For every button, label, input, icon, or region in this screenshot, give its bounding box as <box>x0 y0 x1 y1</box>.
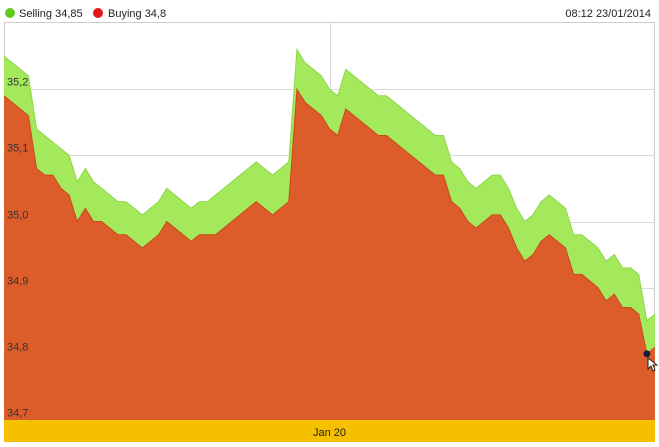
x-axis-band <box>4 420 655 442</box>
y-tick-label: 34,9 <box>7 276 28 288</box>
point-markers <box>643 350 651 358</box>
legend-item-selling[interactable]: Selling 34,85 <box>5 8 83 20</box>
y-tick-label: 35,1 <box>7 143 28 155</box>
legend-item-buying[interactable]: Buying 34,8 <box>93 8 166 20</box>
y-tick-label: 35,0 <box>7 210 28 222</box>
area-selling-line <box>3 47 656 322</box>
legend-label-buying: Buying 34,8 <box>108 8 166 20</box>
timestamp-label: 08:12 23/01/2014 <box>565 8 651 20</box>
legend-label-selling: Selling 34,85 <box>19 8 83 20</box>
hover-point-marker <box>643 350 651 358</box>
series-areas <box>3 47 656 421</box>
y-tick-label: 34,8 <box>7 342 28 354</box>
area-buying-line <box>3 87 656 355</box>
legend: Selling 34,85 Buying 34,8 <box>5 8 166 20</box>
y-axis-ticks: 34,7 34,8 34,9 35,0 35,1 35,2 <box>7 77 28 420</box>
y-tick-label: 34,7 <box>7 408 28 420</box>
area-buying <box>4 89 655 421</box>
y-tick-label: 35,2 <box>7 77 28 89</box>
cursor-icon <box>647 356 659 372</box>
x-tick-label: Jan 20 <box>313 427 346 439</box>
buying-legend-dot <box>93 8 103 18</box>
selling-legend-dot <box>5 8 15 18</box>
